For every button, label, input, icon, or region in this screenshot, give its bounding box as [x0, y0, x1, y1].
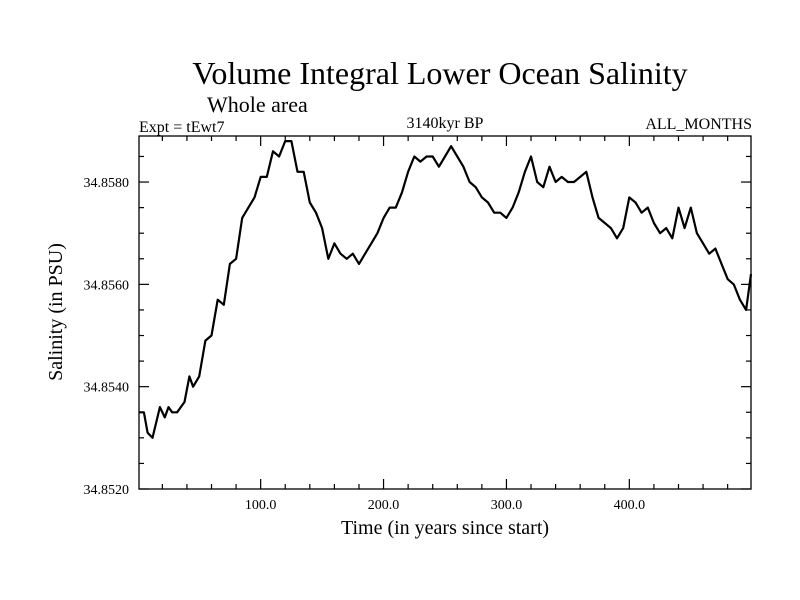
plot-frame: [138, 135, 752, 490]
x-tick-labels: 100.0 200.0 300.0 400.0: [245, 498, 645, 513]
months-label: ALL_MONTHS: [645, 116, 752, 133]
salinity-series-line: [139, 140, 753, 439]
y-tick-label: 34.8580: [84, 176, 130, 191]
x-tick-label: 400.0: [614, 498, 646, 513]
y-tick-label: 34.8540: [84, 381, 130, 396]
x-tick-marks: [161, 136, 729, 489]
x-tick-label: 200.0: [368, 498, 400, 513]
x-tick-label: 100.0: [245, 498, 277, 513]
y-tick-marks: [139, 155, 751, 490]
chart-title: Volume Integral Lower Ocean Salinity: [192, 55, 687, 91]
period-label: 3140kyr BP: [407, 115, 484, 132]
x-axis-label: Time (in years since start): [341, 517, 549, 539]
chart-subtitle: Whole area: [207, 92, 308, 117]
y-tick-label: 34.8520: [84, 483, 130, 498]
y-tick-label: 34.8560: [84, 278, 130, 293]
y-tick-labels: 34.8520 34.8540 34.8560 34.8580: [84, 176, 130, 498]
x-tick-label: 300.0: [491, 498, 523, 513]
y-axis-label: Salinity (in PSU): [45, 243, 67, 381]
experiment-label: Expt = tEwt7: [139, 119, 224, 136]
